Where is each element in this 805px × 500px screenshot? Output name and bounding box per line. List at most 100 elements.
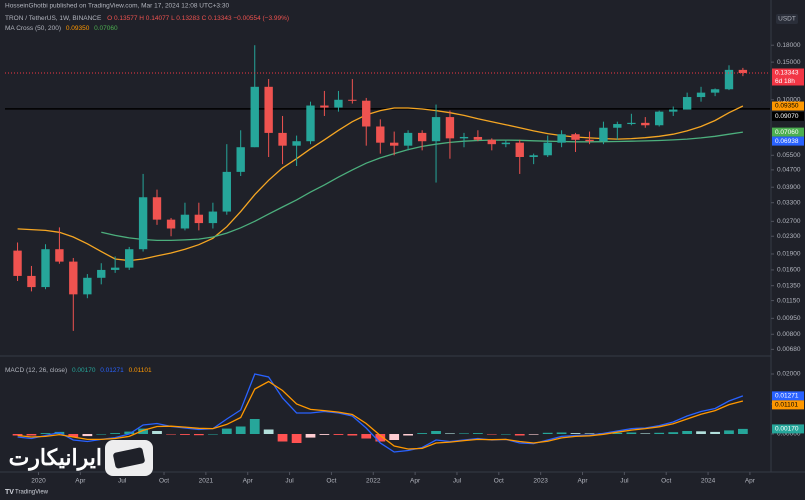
publisher: HosseinGhotbi published on TradingView.c… bbox=[5, 3, 229, 10]
histogram-bar bbox=[445, 433, 455, 434]
candle-body bbox=[599, 127, 608, 142]
countdown: 6d 18h bbox=[775, 78, 795, 85]
price-tag bbox=[772, 68, 804, 78]
histogram-bar bbox=[640, 433, 651, 434]
histogram-bar bbox=[528, 434, 539, 435]
candle-body bbox=[390, 142, 399, 146]
x-tick-label: 2021 bbox=[199, 478, 214, 485]
histogram-bar bbox=[417, 433, 428, 434]
histogram-bar bbox=[208, 434, 218, 435]
candle-body bbox=[13, 250, 22, 276]
x-tick-label: Oct bbox=[159, 478, 169, 485]
histogram-bar bbox=[710, 431, 720, 434]
candle-body bbox=[515, 142, 524, 157]
histogram-bar bbox=[277, 434, 288, 442]
macd-value: 0.01271 bbox=[100, 367, 124, 374]
watermark-text: ایرانیکارت bbox=[9, 445, 102, 471]
histogram-bar bbox=[263, 429, 274, 434]
candle-body bbox=[97, 269, 106, 278]
symbol-title: TRON / TetherUS, 1W, BINANCE bbox=[5, 15, 102, 22]
price-tag-label: 0.01271 bbox=[775, 393, 799, 400]
histogram-bar bbox=[193, 434, 204, 436]
histogram-bar bbox=[26, 434, 37, 436]
histogram-bar bbox=[124, 431, 135, 434]
y-tick-label: 0.05500 bbox=[777, 152, 801, 159]
histogram-bar bbox=[319, 434, 330, 435]
candle-body bbox=[431, 117, 441, 142]
histogram-bar bbox=[221, 428, 232, 434]
candle-body bbox=[710, 89, 720, 93]
macd-value: 0.00170 bbox=[72, 367, 96, 374]
histogram-bar bbox=[459, 433, 469, 434]
candle-body bbox=[83, 277, 92, 295]
y-tick-label: 0.04700 bbox=[777, 167, 801, 174]
currency: USDT bbox=[778, 16, 796, 23]
histogram-bar bbox=[612, 432, 623, 434]
level-tag bbox=[772, 111, 804, 121]
candle-body bbox=[669, 109, 678, 112]
price-tag-label: 0.00170 bbox=[775, 426, 799, 433]
x-tick-label: Apr bbox=[243, 478, 254, 485]
candle-body bbox=[348, 99, 357, 101]
x-tick-label: Jul bbox=[620, 478, 629, 485]
macd-value: 0.01101 bbox=[129, 367, 152, 374]
candle-body bbox=[445, 117, 455, 139]
candle-body bbox=[654, 111, 664, 126]
histogram-bar bbox=[152, 431, 162, 434]
histogram-bar bbox=[180, 434, 190, 435]
y-tick-label: 0.03300 bbox=[777, 199, 801, 206]
y-tick-label: 0.00950 bbox=[777, 315, 801, 322]
macd-line bbox=[17, 373, 744, 453]
histogram-bar bbox=[724, 430, 734, 434]
y-tick-label: 0.03900 bbox=[777, 184, 801, 191]
y-tick-label: 0.02300 bbox=[777, 233, 801, 240]
currency-box[interactable] bbox=[776, 14, 798, 24]
price-tag-label: 0.13343 bbox=[775, 70, 799, 77]
histogram-bar bbox=[500, 434, 511, 435]
histogram-bar bbox=[473, 433, 483, 434]
y-tick-label: 0.18000 bbox=[777, 42, 801, 49]
histogram-bar bbox=[347, 434, 358, 436]
histogram-bar bbox=[626, 432, 637, 434]
candle-body bbox=[585, 139, 594, 142]
x-tick-label: Apr bbox=[75, 478, 86, 485]
candle-body bbox=[138, 197, 148, 250]
candle-body bbox=[696, 92, 706, 98]
candle-body bbox=[417, 132, 427, 142]
histogram-bar bbox=[389, 434, 400, 440]
watermark: ایرانیکارت bbox=[9, 440, 153, 476]
histogram-bar bbox=[696, 431, 706, 434]
histogram-bar bbox=[138, 428, 148, 434]
price-tag bbox=[772, 391, 804, 401]
moving-average bbox=[17, 105, 744, 262]
indicator-value: 0.09350 bbox=[66, 25, 90, 32]
y-tick-label: 0.01900 bbox=[777, 251, 801, 258]
x-tick-label: Apr bbox=[577, 478, 588, 485]
price-tag-label: 0.07060 bbox=[775, 129, 799, 136]
candle-body bbox=[334, 99, 343, 108]
histogram-bar bbox=[584, 433, 595, 434]
histogram-bar bbox=[431, 431, 441, 434]
header-line: TRON / TetherUS, 1W, BINANCE O 0.13577 H… bbox=[5, 15, 289, 22]
candle-body bbox=[613, 124, 622, 128]
price-tag bbox=[772, 136, 804, 146]
histogram-bar bbox=[668, 432, 679, 434]
macd-line: MACD (12, 26, close) 0.00170 0.01271 0.0… bbox=[5, 367, 152, 374]
histogram-bar bbox=[542, 432, 553, 434]
y-tick-label: 0.15000 bbox=[777, 59, 801, 66]
histogram-bar bbox=[375, 434, 386, 442]
y-tick-label: 0.00680 bbox=[777, 346, 801, 353]
y-tick-label: 0.01150 bbox=[777, 297, 800, 304]
candle-body bbox=[362, 100, 371, 127]
countdown-box bbox=[772, 77, 804, 86]
histogram-bar bbox=[333, 434, 344, 435]
price-tag-label: 0.09350 bbox=[775, 103, 799, 110]
candle-body bbox=[376, 126, 385, 143]
histogram-bar bbox=[403, 434, 413, 436]
ohlc: O 0.13577 H 0.14077 L 0.13283 C 0.13343 … bbox=[107, 15, 289, 22]
price-tag-label: 0.01101 bbox=[775, 402, 798, 409]
histogram-bar bbox=[570, 433, 581, 434]
candle-body bbox=[487, 139, 496, 145]
